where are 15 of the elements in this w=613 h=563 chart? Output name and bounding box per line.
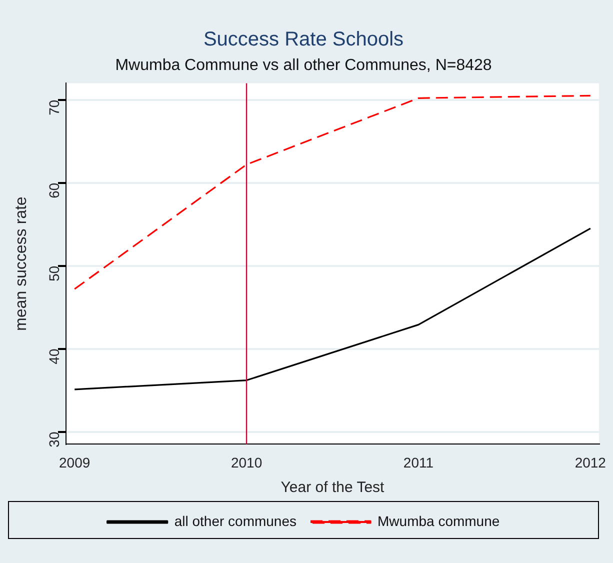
x-tick-label: 2011 <box>403 454 434 470</box>
legend-label: all other communes <box>174 512 297 529</box>
y-tick-label: 50 <box>46 266 62 282</box>
y-tick-label: 30 <box>46 432 62 448</box>
x-axis-title: Year of the Test <box>280 479 386 496</box>
chart-subtitle: Mwumba Commune vs all other Communes, N=8428 <box>115 57 492 74</box>
y-tick-label: 60 <box>46 182 62 198</box>
y-axis-title: mean success rate <box>13 196 30 331</box>
y-tick-label: 40 <box>46 348 62 364</box>
x-tick-label: 2012 <box>574 454 606 470</box>
chart-title: Success Rate Schools <box>203 28 404 51</box>
x-tick-label: 2010 <box>230 454 262 470</box>
x-tick-label: 2009 <box>59 454 90 470</box>
y-tick-label: 70 <box>46 100 62 116</box>
legend-label: Mwumba commune <box>378 512 500 529</box>
